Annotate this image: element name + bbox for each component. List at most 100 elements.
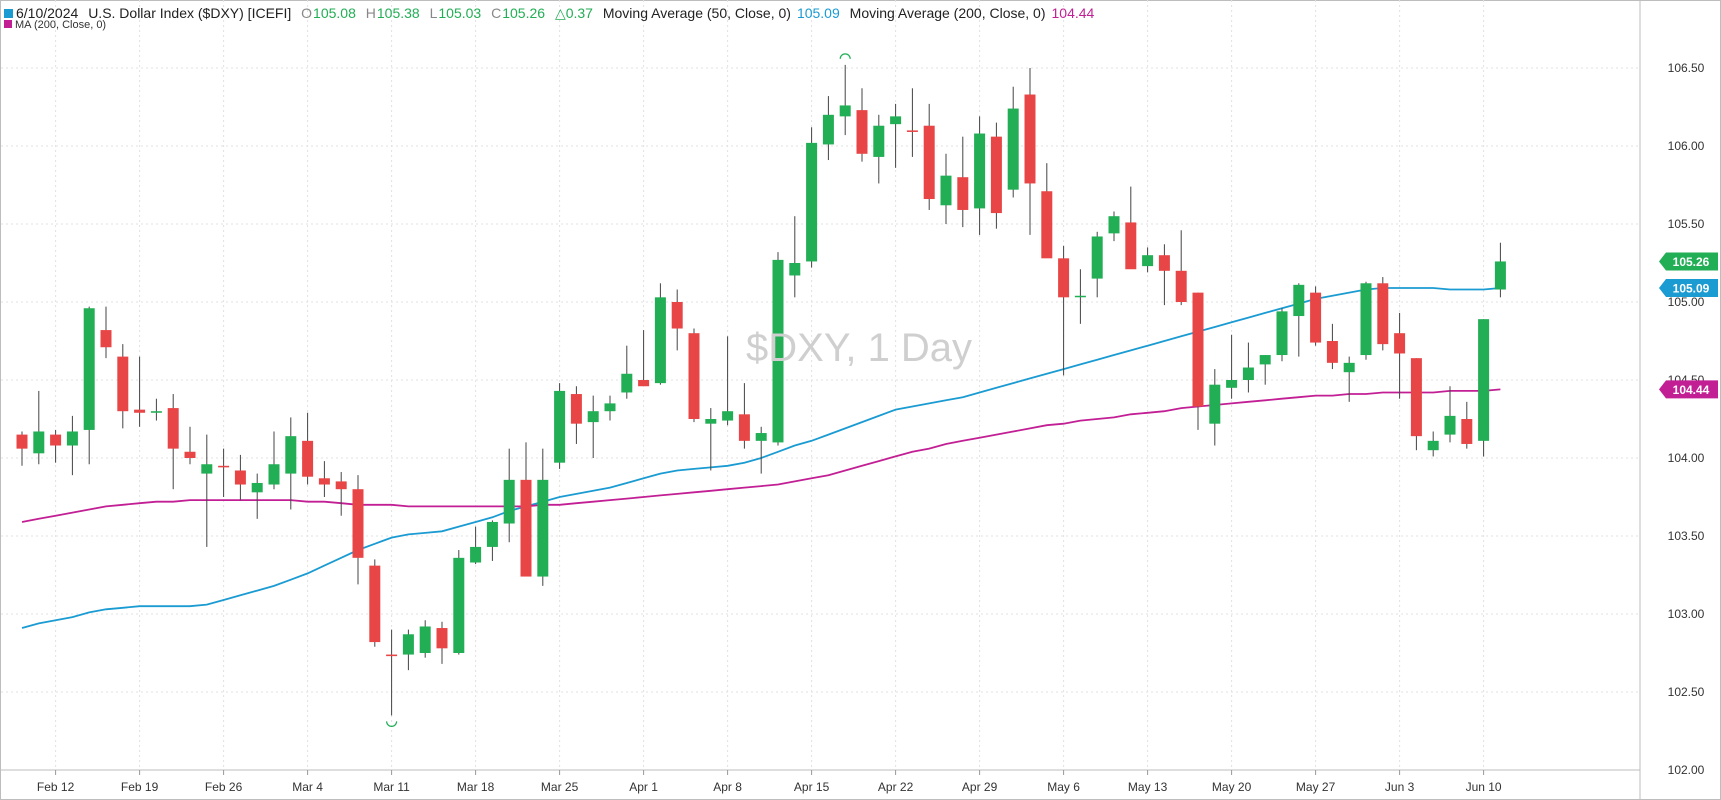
candle-body <box>940 175 952 206</box>
candle <box>1209 369 1221 446</box>
candle <box>957 136 969 228</box>
candle <box>16 431 28 466</box>
candle-body <box>402 634 414 655</box>
x-tick-label: Mar 25 <box>541 780 579 794</box>
candle <box>621 345 633 399</box>
candle <box>33 390 45 465</box>
candle <box>1427 431 1439 457</box>
candle <box>1058 245 1070 376</box>
candle <box>822 96 834 161</box>
chart-header-legend: 6/10/2024 U.S. Dollar Index ($DXY) [ICEF… <box>4 5 1100 22</box>
candle-body <box>822 114 834 145</box>
candle-body <box>587 411 599 423</box>
candle-body <box>1410 358 1422 437</box>
candle <box>1091 231 1103 298</box>
y-tick-label: 103.50 <box>1668 529 1705 543</box>
candle-body <box>1242 367 1254 380</box>
candle <box>167 394 179 490</box>
candle-body <box>974 133 986 209</box>
ma200-legend: MA (200, Close, 0) <box>4 19 106 31</box>
y-tick-label: 104.00 <box>1668 451 1705 465</box>
candle-body <box>1024 94 1036 184</box>
candle-body <box>470 546 482 563</box>
candle <box>1158 244 1170 306</box>
price-tag-bg <box>1659 278 1718 297</box>
y-tick-label: 102.50 <box>1668 685 1705 699</box>
candle-body <box>923 125 935 200</box>
price-tag-label: 104.44 <box>1673 383 1710 397</box>
candle <box>1276 308 1288 362</box>
x-tick-label: Apr 8 <box>713 780 742 794</box>
candle-layer <box>16 53 1506 727</box>
x-tick-label: May 27 <box>1296 780 1336 794</box>
candle <box>1326 323 1338 370</box>
low-label: L <box>429 5 438 21</box>
candle <box>873 114 885 184</box>
candle <box>352 475 364 585</box>
price-tag: 104.44 <box>1659 380 1718 399</box>
candle <box>1310 286 1322 346</box>
candle <box>1024 68 1036 235</box>
price-tag-bg <box>1659 252 1718 271</box>
candle <box>100 306 112 359</box>
high-label: H <box>365 5 376 21</box>
candle-body <box>1360 283 1372 356</box>
ma50-label: Moving Average (50, Close, 0) <box>602 5 791 21</box>
candle-body <box>1259 355 1271 365</box>
x-tick-label: Feb 12 <box>37 780 75 794</box>
candle <box>806 127 818 268</box>
change-value: △0.37 <box>554 5 593 21</box>
candle <box>470 526 482 565</box>
candle-body <box>688 333 700 419</box>
candle-body <box>839 105 851 117</box>
candle <box>705 408 717 471</box>
candle <box>654 283 666 385</box>
y-tick-label: 106.50 <box>1668 61 1705 75</box>
candle-body <box>671 302 683 329</box>
y-tick-label: 102.00 <box>1668 763 1705 777</box>
candle-body <box>890 116 902 125</box>
x-tick-label: May 13 <box>1128 780 1168 794</box>
candle <box>722 336 734 426</box>
candle <box>923 103 935 210</box>
candle <box>890 103 902 168</box>
candle <box>419 620 431 658</box>
x-tick-label: Apr 15 <box>794 780 830 794</box>
candle-body <box>738 414 750 441</box>
candle <box>688 328 700 423</box>
candle-body <box>66 431 78 446</box>
candle-body <box>33 431 45 454</box>
y-tick-label: 105.50 <box>1668 217 1705 231</box>
candle-body <box>520 479 532 577</box>
close-value: 105.26 <box>502 5 546 21</box>
candle <box>604 395 616 421</box>
candle-body <box>167 408 179 449</box>
candle <box>1478 319 1490 457</box>
ma200-legend-label: MA (200, Close, 0) <box>15 19 107 31</box>
candle-body <box>1478 319 1490 441</box>
candle-body <box>1142 255 1154 267</box>
candle <box>1293 283 1305 357</box>
candle <box>1175 230 1187 306</box>
candle <box>906 88 918 157</box>
candle <box>134 356 146 427</box>
candle-body <box>873 125 885 157</box>
candle-body <box>772 259 784 443</box>
candle <box>335 472 347 516</box>
candle <box>1494 242 1506 298</box>
candle-body <box>1461 419 1473 444</box>
candle-body <box>1427 440 1439 451</box>
candle <box>1108 211 1120 242</box>
candle-body <box>453 557 465 653</box>
x-tick-label: Jun 3 <box>1385 780 1415 794</box>
candle <box>285 417 297 510</box>
candle-body <box>184 451 196 458</box>
candle-body <box>906 130 918 132</box>
candle-body <box>50 434 62 446</box>
candle <box>520 442 532 577</box>
candle-body <box>369 565 381 643</box>
candle <box>1377 277 1389 351</box>
candle <box>1410 358 1422 451</box>
